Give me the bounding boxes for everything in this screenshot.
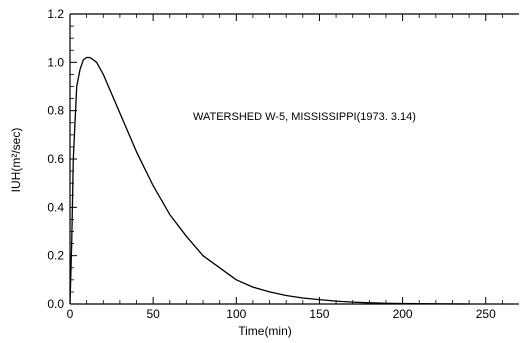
- y-tick-label: 0.6: [47, 152, 64, 166]
- y-tick-label: 1.0: [47, 55, 64, 69]
- y-tick-label: 0.2: [47, 249, 64, 263]
- x-tick-label: 250: [476, 307, 496, 321]
- y-tick-label: 1.2: [47, 7, 64, 21]
- series-line-0: [69, 56, 470, 305]
- series-layer: [69, 56, 470, 305]
- axes-frame: [69, 13, 519, 305]
- x-tick-label: 0: [67, 307, 74, 321]
- x-tick-label: 100: [226, 307, 246, 321]
- tick-labels: 0.0 0.2 0.4 0.6 0.8 1.0 1.2 0 50 100 150 200 250: [47, 7, 496, 321]
- x-tick-label: 50: [146, 307, 160, 321]
- y-tick-label: 0.4: [47, 200, 64, 214]
- y-tick-label: 0.0: [47, 297, 64, 311]
- y-tick-label: 0.8: [47, 104, 64, 118]
- x-axis-label: Time(min): [238, 324, 292, 338]
- x-tick-label: 150: [309, 307, 329, 321]
- y-axis-label: IUH(m²/sec): [9, 128, 23, 193]
- x-tick-label: 200: [393, 307, 413, 321]
- tick-marks: [69, 13, 503, 305]
- annotation: WATERSHED W-5, MISSISSIPPI(1973. 3.14): [193, 111, 416, 123]
